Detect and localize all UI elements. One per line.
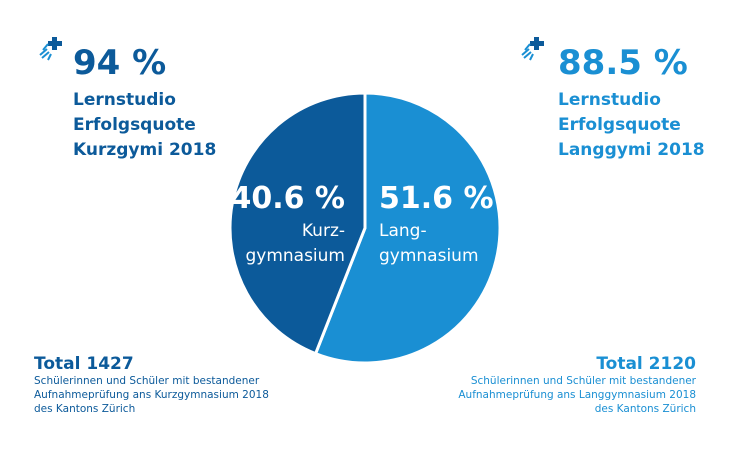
left-total: Total 1427 Schülerinnen und Schüler mit … [34, 354, 269, 416]
right-total-line1: Schülerinnen und Schüler mit bestandener [470, 375, 696, 387]
left-total-line1: Schülerinnen und Schüler mit bestandener [34, 375, 260, 387]
left-percent: 94 % [73, 43, 167, 83]
right-total-title: Total 2120 [596, 354, 696, 374]
right-percent: 88.5 % [558, 43, 688, 83]
right-success-rate: 88.5 % Lernstudio Erfolgsquote Langgymi … [558, 46, 705, 163]
left-success-rate: 94 % Lernstudio Erfolgsquote Kurzgymi 20… [73, 46, 216, 163]
right-total-line3: des Kantons Zürich [594, 403, 696, 415]
pie-slice-langgymnasium [313, 91, 502, 365]
right-line2: Erfolgsquote [558, 115, 681, 135]
pie-category-label: Lang- [379, 221, 427, 241]
pie-category-label: Kurz- [302, 221, 345, 241]
left-line3: Kurzgymi 2018 [73, 140, 217, 160]
pie-slice-kurzgymnasium [228, 91, 367, 356]
left-line2: Erfolgsquote [73, 115, 196, 135]
left-line1: Lernstudio [73, 90, 176, 110]
right-total: Total 2120 Schülerinnen und Schüler mit … [458, 354, 696, 416]
right-total-line2: Aufnahmeprüfung ans Langgymnasium 2018 [458, 389, 696, 401]
pie-value-label: 40.6 % [230, 181, 345, 216]
right-line1: Lernstudio [558, 90, 661, 110]
pie-value-label: 51.6 % [379, 181, 494, 216]
left-total-line2: Aufnahmeprüfung ans Kurzgymnasium 2018 [34, 389, 269, 401]
left-total-line3: des Kantons Zürich [34, 403, 136, 415]
pie-category-label: gymnasium [245, 246, 345, 266]
lernstudio-logo-icon [521, 37, 544, 61]
lernstudio-logo-icon [39, 37, 62, 61]
right-line3: Langgymi 2018 [558, 140, 705, 160]
left-total-title: Total 1427 [34, 354, 134, 374]
pie-category-label: gymnasium [379, 246, 479, 266]
